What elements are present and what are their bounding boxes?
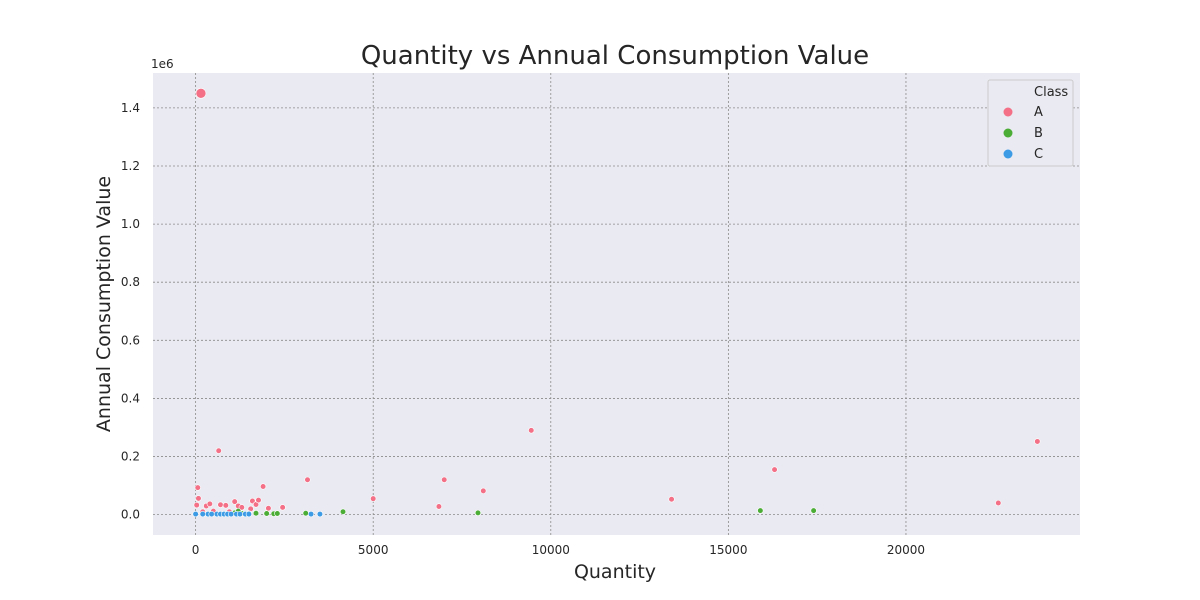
y-tick-label: 1.4 [121, 101, 140, 115]
y-tick-label: 1.2 [121, 159, 140, 173]
data-point-class-b [757, 507, 764, 514]
data-point-class-a [771, 466, 778, 473]
data-point-class-a [206, 500, 213, 508]
data-point-class-a [265, 505, 272, 512]
data-point-class-c [307, 510, 315, 518]
data-point-class-a [304, 476, 311, 483]
y-tick-label: 0.6 [121, 333, 140, 347]
x-axis-label: Quantity [574, 561, 656, 583]
data-point-class-b [339, 508, 347, 515]
legend-marker-c [1003, 149, 1013, 159]
data-point-class-a [194, 484, 201, 491]
data-point-class-a [238, 504, 245, 511]
data-point-class-b [302, 510, 309, 517]
legend: Class ABC [987, 79, 1074, 167]
x-tick-label: 5000 [358, 543, 389, 557]
data-point-class-c [236, 510, 244, 518]
data-point-class-c [208, 510, 215, 518]
data-point-class-a [260, 483, 267, 490]
data-point-class-c [245, 510, 252, 518]
legend-label-c: C [1034, 147, 1043, 162]
points-layer [192, 88, 1041, 518]
grid-layer [153, 73, 1080, 535]
data-point-class-a [435, 503, 443, 510]
ticks-layer: 0 5000 10000 15000 20000 0.0 0.2 0.4 0.6 0.8 1.0 1.… [121, 101, 925, 557]
plot-background [153, 73, 1080, 535]
x-tick-label: 20000 [887, 543, 925, 557]
data-point-class-a [222, 502, 229, 509]
legend-title: Class [1034, 85, 1068, 100]
data-point-class-a [1034, 438, 1041, 445]
x-tick-label: 0 [192, 543, 200, 557]
y-tick-label: 0.4 [121, 391, 140, 405]
legend-label-b: B [1034, 126, 1043, 141]
data-point-class-a [231, 498, 238, 505]
data-point-class-a [995, 499, 1002, 507]
data-point-class-c [316, 510, 324, 518]
data-point-class-b [274, 510, 281, 517]
chart-title: Quantity vs Annual Consumption Value [361, 41, 869, 71]
data-point-class-a [195, 495, 202, 502]
data-point-class-a [255, 497, 262, 504]
x-tick-label: 10000 [532, 543, 570, 557]
y-tick-label: 0.0 [121, 508, 140, 522]
data-point-class-b [810, 507, 817, 514]
y-tick-label: 1.0 [121, 217, 140, 231]
data-point-class-b [263, 510, 270, 517]
data-point-class-a [528, 427, 535, 434]
data-point-class-a [668, 496, 675, 503]
y-axis-label: Annual Consumption Value [93, 176, 115, 432]
data-point-class-a [441, 476, 448, 483]
data-point-class-c [228, 510, 235, 518]
data-point-class-b [252, 510, 260, 517]
x-tick-label: 15000 [709, 543, 747, 557]
y-tick-label: 0.2 [121, 450, 140, 464]
data-point-class-a [480, 487, 487, 494]
data-point-class-a [215, 447, 222, 454]
data-point-class-b [474, 509, 482, 517]
legend-box [987, 79, 1074, 167]
data-point-class-a [195, 88, 207, 99]
legend-marker-a [1003, 107, 1013, 117]
data-point-class-a [217, 501, 224, 508]
y-offset-label: 1e6 [151, 57, 174, 71]
data-point-class-a [193, 501, 200, 509]
legend-label-a: A [1034, 105, 1043, 120]
y-tick-label: 0.8 [121, 275, 140, 289]
data-point-class-c [192, 510, 199, 518]
data-point-class-a [370, 495, 377, 502]
legend-marker-b [1003, 128, 1013, 138]
data-point-class-a [279, 504, 286, 511]
data-point-class-c [199, 510, 206, 518]
